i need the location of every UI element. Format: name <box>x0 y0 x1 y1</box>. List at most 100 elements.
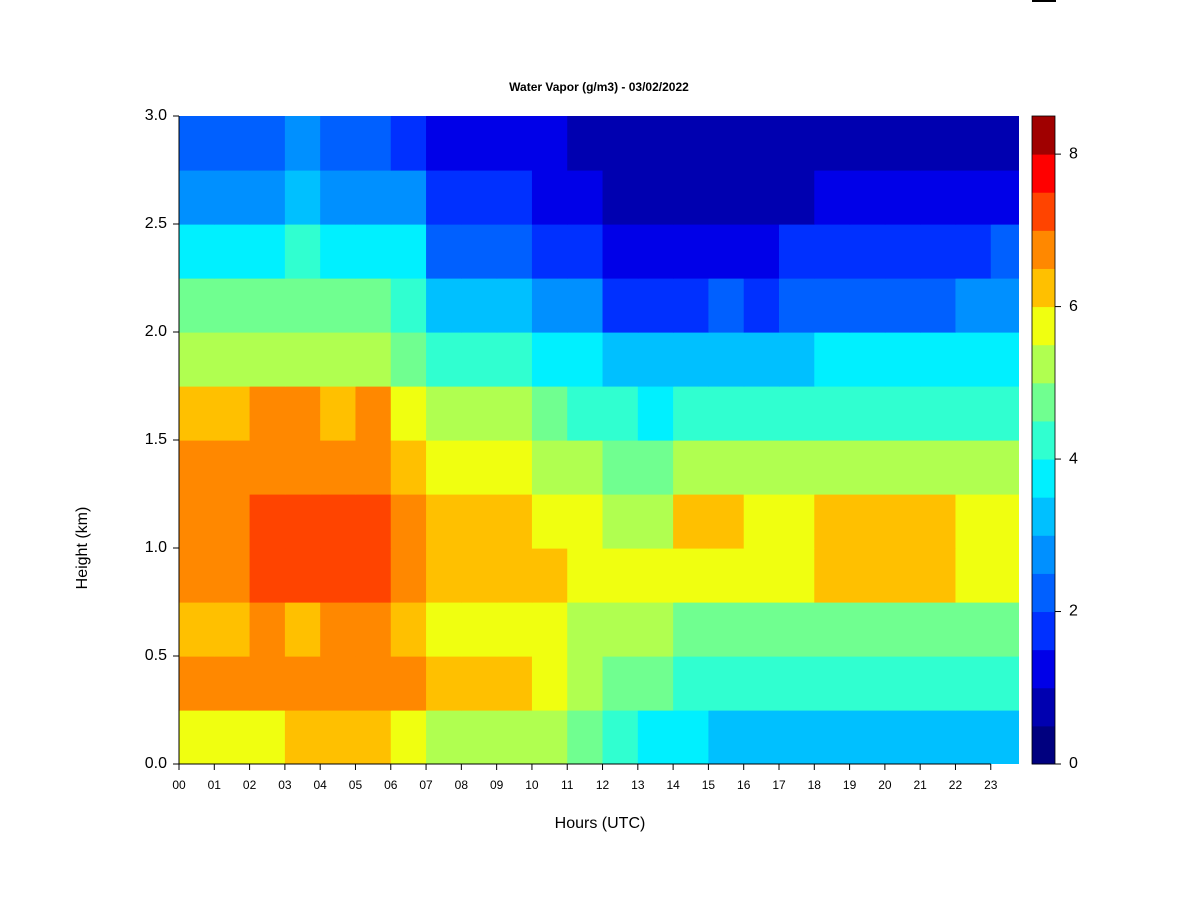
heatmap-cell <box>355 656 392 711</box>
heatmap-cell <box>320 548 357 603</box>
heatmap-cell <box>637 548 674 603</box>
heatmap-cell <box>990 116 1019 171</box>
heatmap-cell <box>779 602 815 657</box>
y-tick-label: 0.0 <box>145 755 167 772</box>
x-tick-label: 17 <box>772 778 786 792</box>
colorbar-tick-label: 6 <box>1069 298 1078 315</box>
heatmap-cell <box>249 548 286 603</box>
heatmap-cell <box>708 386 745 441</box>
heatmap-cell <box>814 278 851 333</box>
x-tick-label: 20 <box>878 778 892 792</box>
heatmap-cell <box>390 548 427 603</box>
heatmap-cell <box>249 710 286 764</box>
colorbar-band <box>1032 154 1055 193</box>
heatmap-cell <box>214 332 251 387</box>
heatmap-cell <box>567 278 604 333</box>
heatmap-cell <box>496 278 533 333</box>
heatmap-cell <box>849 278 886 333</box>
heatmap-cell <box>461 224 498 279</box>
heatmap-cell <box>779 278 815 333</box>
heatmap-cell <box>214 116 251 171</box>
heatmap-cell <box>849 548 886 603</box>
heatmap-cell <box>390 656 427 711</box>
heatmap-cell <box>284 548 321 603</box>
heatmap-cell <box>849 386 886 441</box>
heatmap-cell <box>426 386 462 441</box>
heatmap-cell <box>708 278 745 333</box>
heatmap-cell <box>531 602 568 657</box>
heatmap-cell <box>708 116 745 171</box>
heatmap-cell <box>461 170 498 225</box>
heatmap-cell <box>355 386 392 441</box>
heatmap-cell <box>779 386 815 441</box>
heatmap-cell <box>320 710 357 764</box>
heatmap-cell <box>426 116 462 171</box>
x-tick-label: 07 <box>419 778 433 792</box>
heatmap-cell <box>461 386 498 441</box>
heatmap-cells <box>179 116 1019 764</box>
heatmap-cell <box>779 494 815 549</box>
heatmap-cell <box>355 116 392 171</box>
heatmap-cell <box>390 710 427 764</box>
heatmap-cell <box>284 332 321 387</box>
heatmap-cell <box>673 170 710 225</box>
heatmap-cell <box>355 494 392 549</box>
heatmap-cell <box>955 278 992 333</box>
heatmap-cell <box>320 440 357 495</box>
heatmap-cell <box>179 116 215 171</box>
colorbar-band <box>1032 192 1055 231</box>
heatmap-cell <box>743 116 780 171</box>
heatmap-cell <box>637 710 674 764</box>
y-tick-label: 1.5 <box>145 431 167 448</box>
heatmap-cell <box>779 440 815 495</box>
y-tick-label: 3.0 <box>145 107 167 124</box>
heatmap-cell <box>284 656 321 711</box>
heatmap-cell <box>708 710 745 764</box>
heatmap-cell <box>602 278 639 333</box>
heatmap-cell <box>602 386 639 441</box>
heatmap-cell <box>743 494 780 549</box>
heatmap-cell <box>920 116 957 171</box>
heatmap-cell <box>179 278 215 333</box>
heatmap-cell <box>955 548 992 603</box>
heatmap-cell <box>179 440 215 495</box>
heatmap-cell <box>884 332 921 387</box>
heatmap-cell <box>179 386 215 441</box>
heatmap-cell <box>284 278 321 333</box>
colorbar-tick-label: 0 <box>1069 755 1078 772</box>
heatmap-cell <box>673 332 710 387</box>
heatmap-cell <box>461 548 498 603</box>
heatmap-cell <box>567 116 604 171</box>
heatmap-cell <box>284 170 321 225</box>
heatmap-cell <box>708 494 745 549</box>
heatmap-cell <box>461 656 498 711</box>
heatmap-cell <box>179 548 215 603</box>
heatmap-cell <box>884 548 921 603</box>
heatmap-cell <box>920 278 957 333</box>
colorbar-band <box>1032 573 1055 613</box>
heatmap-cell <box>673 548 710 603</box>
heatmap-cell <box>531 440 568 495</box>
heatmap-cell <box>320 278 357 333</box>
heatmap-cell <box>814 548 851 603</box>
heatmap-cell <box>990 710 1019 764</box>
heatmap-cell <box>779 116 815 171</box>
y-axis-label: Height (km) <box>74 507 91 590</box>
heatmap-cell <box>637 278 674 333</box>
heatmap-cell <box>461 440 498 495</box>
heatmap-cell <box>284 710 321 764</box>
heatmap-cell <box>990 494 1019 549</box>
heatmap-cell <box>814 386 851 441</box>
heatmap-cell <box>637 116 674 171</box>
x-tick-label: 01 <box>208 778 222 792</box>
heatmap-cell <box>179 332 215 387</box>
heatmap-cell <box>355 602 392 657</box>
colorbar-band <box>1032 382 1055 422</box>
heatmap-cell <box>849 494 886 549</box>
heatmap-cell <box>637 224 674 279</box>
heatmap-cell <box>390 116 427 171</box>
colorbar-band <box>1032 420 1055 460</box>
heatmap-cell <box>531 170 568 225</box>
heatmap-cell <box>426 602 462 657</box>
heatmap-cell <box>355 710 392 764</box>
